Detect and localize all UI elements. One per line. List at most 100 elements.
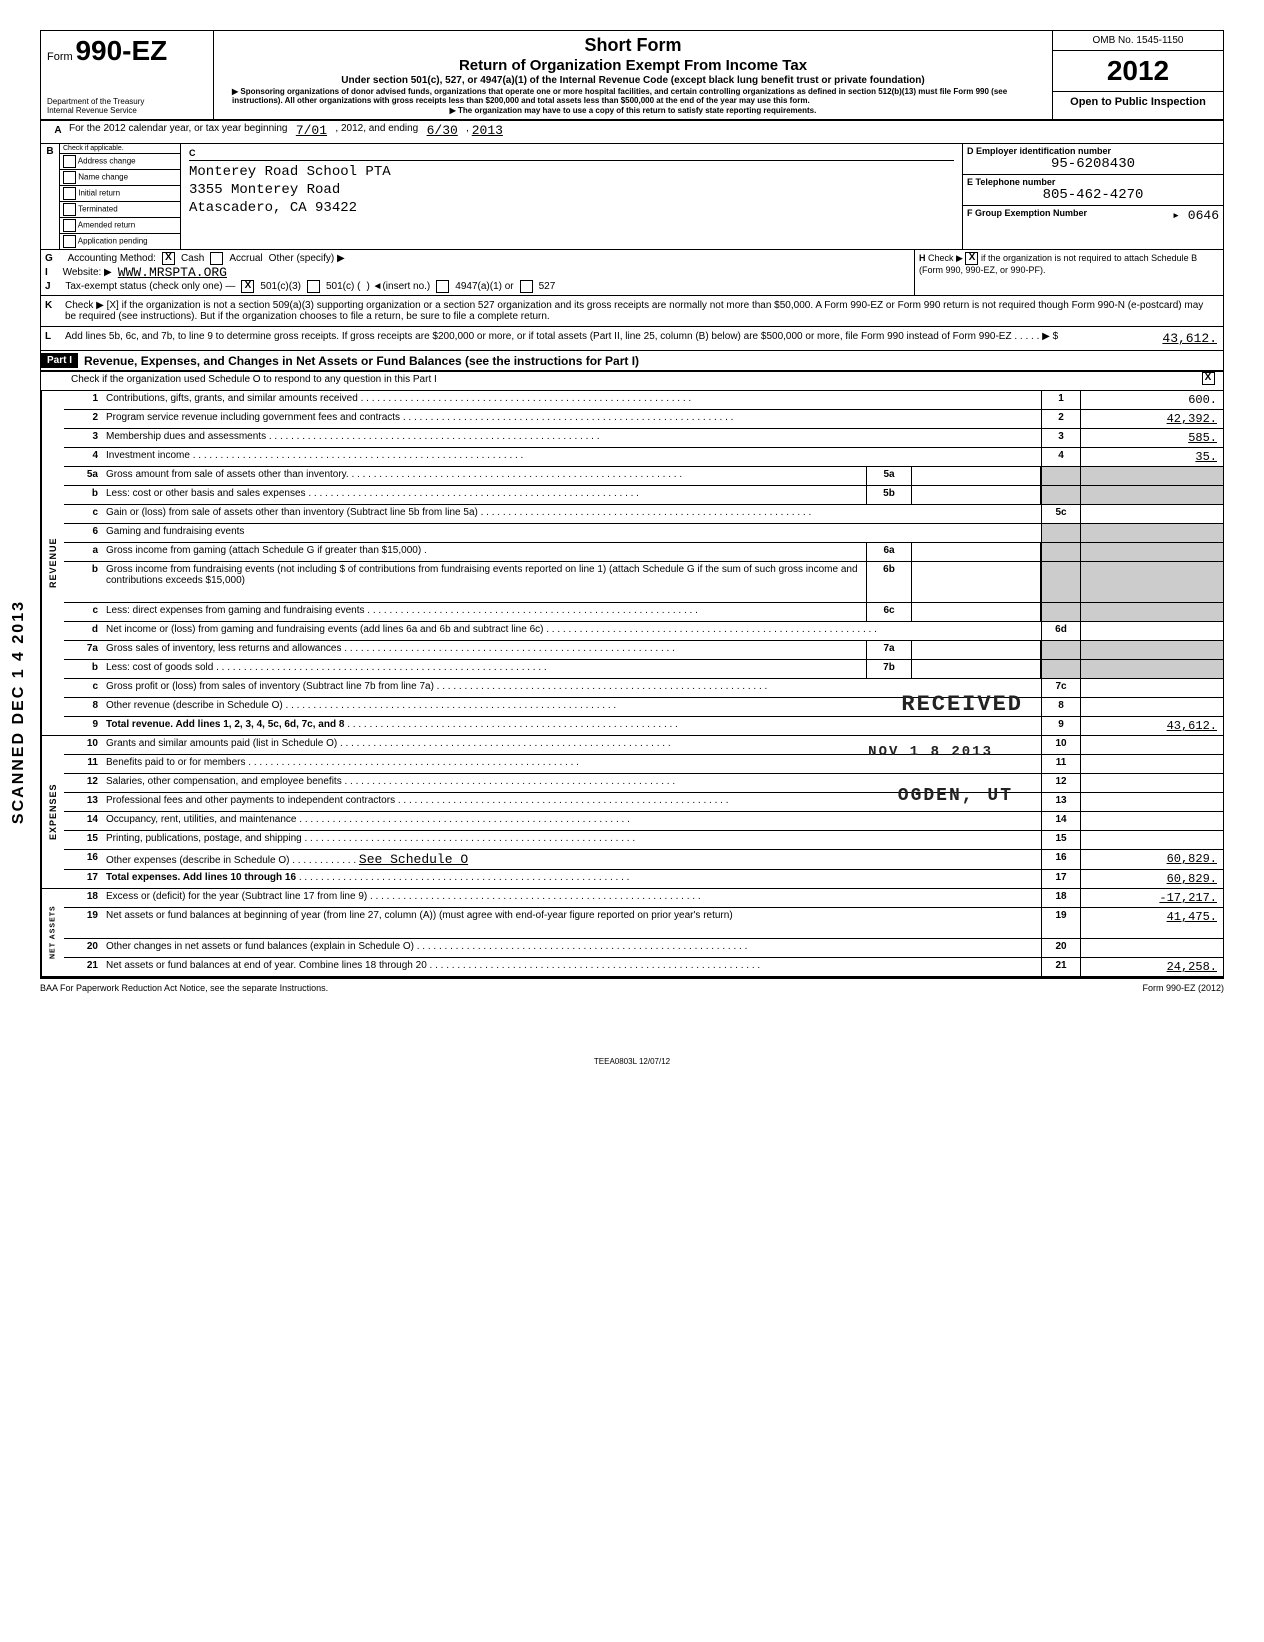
line-7a: 7aGross sales of inventory, less returns… <box>64 641 1223 660</box>
line-18: 18Excess or (deficit) for the year (Subt… <box>64 889 1223 908</box>
cb-initial[interactable]: Initial return <box>60 186 180 202</box>
line-a-post: , <box>466 123 469 141</box>
footer: BAA For Paperwork Reduction Act Notice, … <box>40 979 1224 997</box>
letter-b: B <box>41 144 60 249</box>
line-6: 6Gaming and fundraising events <box>64 524 1223 543</box>
header-right: OMB No. 1545-1150 2012 Open to Public In… <box>1052 31 1223 119</box>
e-label: E Telephone number <box>967 177 1055 187</box>
footer-code: TEEA0803L 12/07/12 <box>40 1057 1224 1066</box>
line-5c: cGain or (loss) from sale of assets othe… <box>64 505 1223 524</box>
form-note1: ▶ Sponsoring organizations of donor advi… <box>222 87 1044 106</box>
end-year: 2013 <box>472 123 503 141</box>
line-7b: bLess: cost of goods sold 7b <box>64 660 1223 679</box>
line-5a: 5aGross amount from sale of assets other… <box>64 467 1223 486</box>
omb-number: OMB No. 1545-1150 <box>1053 31 1223 51</box>
line-k: K Check ▶ [X] if the organization is not… <box>41 296 1223 327</box>
header-left: Form 990-EZ Department of the Treasury I… <box>41 31 214 119</box>
tax-year: 2012 <box>1053 51 1223 92</box>
open-public: Open to Public Inspection <box>1053 92 1223 112</box>
line-12: 12Salaries, other compensation, and empl… <box>64 774 1223 793</box>
letter-a: A <box>47 123 69 141</box>
line-17: 17Total expenses. Add lines 10 through 1… <box>64 870 1223 888</box>
website: WWW.MRSPTA.ORG <box>118 265 227 280</box>
cb-501c3[interactable]: X <box>241 280 254 293</box>
line-a-pre: For the 2012 calendar year, or tax year … <box>69 123 287 141</box>
phone: 805-462-4270 <box>967 187 1219 203</box>
form-subtitle: Under section 501(c), 527, or 4947(a)(1)… <box>222 75 1044 87</box>
line-a-mid: , 2012, and ending <box>335 123 418 141</box>
f-label: F Group Exemption Number <box>967 208 1087 218</box>
line-7c: cGross profit or (loss) from sales of in… <box>64 679 1223 698</box>
header-center: Short Form Return of Organization Exempt… <box>214 31 1052 119</box>
line-15: 15Printing, publications, postage, and s… <box>64 831 1223 850</box>
form-990ez: Form 990-EZ Department of the Treasury I… <box>40 30 1224 979</box>
form-header: Form 990-EZ Department of the Treasury I… <box>41 31 1223 121</box>
org-city: Atascadero, CA 93422 <box>189 199 954 217</box>
footer-form: Form 990-EZ (2012) <box>1142 983 1224 993</box>
line-14: 14Occupancy, rent, utilities, and mainte… <box>64 812 1223 831</box>
revenue-group: REVENUE 1Contributions, gifts, grants, a… <box>41 391 1223 736</box>
line-6c: cLess: direct expenses from gaming and f… <box>64 603 1223 622</box>
d-label: D Employer identification number <box>967 146 1111 156</box>
date-stamp: NOV 1 8 2013 <box>868 744 993 760</box>
line-4: 4Investment income 4 35. <box>64 448 1223 467</box>
line-l: L Add lines 5b, 6c, and 7b, to line 9 to… <box>41 327 1223 351</box>
cb-pending[interactable]: Application pending <box>60 234 180 249</box>
org-name: Monterey Road School PTA <box>189 163 954 181</box>
form-number: 990-EZ <box>75 35 167 66</box>
line-21: 21Net assets or fund balances at end of … <box>64 958 1223 976</box>
line-2: 2Program service revenue including gover… <box>64 410 1223 429</box>
expenses-side-label: EXPENSES <box>41 736 64 888</box>
received-stamp: RECEIVED <box>901 692 1023 717</box>
cb-4947[interactable] <box>436 280 449 293</box>
line-l-amount: 43,612. <box>1087 331 1217 346</box>
part1-label: Part I <box>41 353 78 368</box>
assets-group: NET ASSETS 18Excess or (deficit) for the… <box>41 889 1223 978</box>
form-prefix: Form <box>47 51 73 63</box>
line-a: A For the 2012 calendar year, or tax yea… <box>41 121 1223 144</box>
revenue-side-label: REVENUE <box>41 391 64 735</box>
cb-name[interactable]: Name change <box>60 170 180 186</box>
cb-527[interactable] <box>520 280 533 293</box>
letter-c: C <box>189 148 954 161</box>
line-19: 19Net assets or fund balances at beginni… <box>64 908 1223 939</box>
scanned-stamp: SCANNED DEC 1 4 2013 <box>10 600 28 824</box>
group-number: ▸ 0646 <box>1172 208 1219 223</box>
line-3: 3Membership dues and assessments 3 585. <box>64 429 1223 448</box>
cb-501c[interactable] <box>307 280 320 293</box>
part1-check: Check if the organization used Schedule … <box>41 372 1223 391</box>
line-i: I Website: ▶ WWW.MRSPTA.ORG <box>45 265 910 280</box>
section-b: B Check if applicable. Address change Na… <box>41 144 1223 250</box>
cb-terminated[interactable]: Terminated <box>60 202 180 218</box>
checkbox-column: Check if applicable. Address change Name… <box>60 144 181 249</box>
line-16: 16Other expenses (describe in Schedule O… <box>64 850 1223 870</box>
cb-h[interactable]: X <box>965 252 978 265</box>
line-6a: aGross income from gaming (attach Schedu… <box>64 543 1223 562</box>
line-6d: dNet income or (loss) from gaming and fu… <box>64 622 1223 641</box>
begin-date: 7/01 <box>296 123 327 141</box>
part1-header: Part I Revenue, Expenses, and Changes in… <box>41 351 1223 372</box>
line-6b: bGross income from fundraising events (n… <box>64 562 1223 603</box>
ein: 95-6208430 <box>967 156 1219 172</box>
line-8: 8Other revenue (describe in Schedule O) … <box>64 698 1223 717</box>
line-10: 10Grants and similar amounts paid (list … <box>64 736 1223 755</box>
line-20: 20Other changes in net assets or fund ba… <box>64 939 1223 958</box>
form-note2: ▶ The organization may have to use a cop… <box>222 106 1044 116</box>
line-9: 9Total revenue. Add lines 1, 2, 3, 4, 5c… <box>64 717 1223 735</box>
assets-side-label: NET ASSETS <box>41 889 64 976</box>
part1-title: Revenue, Expenses, and Changes in Net As… <box>78 354 639 368</box>
footer-baa: BAA For Paperwork Reduction Act Notice, … <box>40 983 328 993</box>
form-title: Return of Organization Exempt From Incom… <box>222 57 1044 75</box>
cb-accrual[interactable] <box>210 252 223 265</box>
cb-part1[interactable]: X <box>1202 372 1215 385</box>
cb-address[interactable]: Address change <box>60 154 180 170</box>
line-1: 1Contributions, gifts, grants, and simil… <box>64 391 1223 410</box>
line-h: H Check ▶ X if the organization is not r… <box>914 250 1223 295</box>
short-form-label: Short Form <box>222 35 1044 57</box>
cb-cash[interactable]: X <box>162 252 175 265</box>
cb-amended[interactable]: Amended return <box>60 218 180 234</box>
ogden-stamp: OGDEN, UT <box>898 786 1013 806</box>
department: Department of the Treasury Internal Reve… <box>47 98 207 116</box>
end-date: 6/30 <box>427 123 458 141</box>
line-13: 13Professional fees and other payments t… <box>64 793 1223 812</box>
